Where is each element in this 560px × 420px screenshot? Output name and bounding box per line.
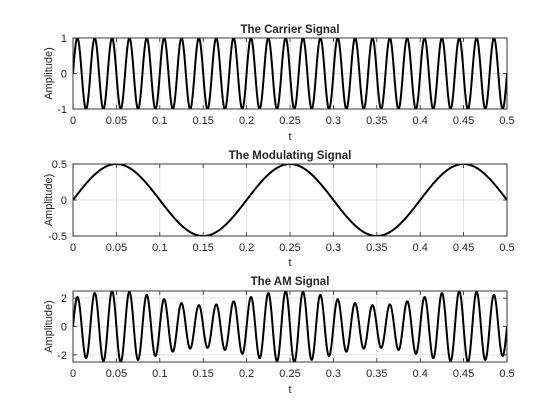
x-tick-label: 0.25 — [279, 368, 300, 380]
x-tick-label: 0.45 — [453, 115, 474, 127]
y-tick-label: 1 — [61, 33, 67, 45]
x-tick-label: 0.05 — [106, 368, 127, 380]
x-tick-label: 0.1 — [152, 115, 167, 127]
y-axis-label: Amplitude) — [43, 300, 55, 353]
x-axis-label: t — [288, 384, 291, 396]
x-tick-label: 0.05 — [106, 115, 127, 127]
y-tick-label: 0 — [61, 322, 67, 334]
signal-line — [73, 291, 507, 362]
x-tick-label: 0.3 — [326, 242, 341, 254]
subplot-1: 0 0.05 0.1 0.15 0.2 0.25 0.3 0.35 0.4 0.45 0.5-101… — [43, 24, 515, 143]
x-tick-label: 0.35 — [366, 115, 387, 127]
x-tick-label: 0.25 — [279, 115, 300, 127]
x-tick-label: 0.5 — [499, 368, 514, 380]
x-tick-label: 0 — [70, 115, 76, 127]
x-tick-label: 0 — [70, 368, 76, 380]
x-tick-label: 0.1 — [152, 242, 167, 254]
x-tick-label: 0 — [70, 242, 76, 254]
x-tick-label: 0.15 — [192, 115, 213, 127]
x-tick-label: 0.2 — [239, 368, 254, 380]
x-tick-label: 0.2 — [239, 242, 254, 254]
subplot-title: The AM Signal — [251, 276, 330, 288]
x-tick-label: 0.4 — [413, 115, 428, 127]
x-tick-label: 0.3 — [326, 368, 341, 380]
x-tick-label: 0.4 — [413, 368, 428, 380]
subplot-3: 0 0.05 0.1 0.15 0.2 0.25 0.3 0.35 0.4 0.45 0.5-202… — [43, 276, 515, 396]
x-axis-label: t — [288, 257, 291, 269]
y-tick-label: 2 — [61, 293, 67, 305]
subplot-title: The Modulating Signal — [229, 150, 352, 162]
y-tick-label: -0.5 — [48, 231, 67, 243]
x-tick-label: 0.3 — [326, 115, 341, 127]
x-tick-label: 0.15 — [192, 242, 213, 254]
y-tick-label: 0.5 — [52, 159, 67, 171]
x-tick-label: 0.45 — [453, 242, 474, 254]
x-axis-label: t — [288, 131, 291, 143]
y-tick-label: 0 — [61, 69, 67, 81]
y-axis-label: Amplitude) — [43, 174, 55, 227]
subplot-2: 0 0.05 0.1 0.15 0.2 0.25 0.3 0.35 0.4 0.45 0.5 -0.5… — [43, 150, 515, 269]
y-tick-label: -2 — [57, 350, 67, 362]
x-tick-label: 0.45 — [453, 368, 474, 380]
x-tick-label: 0.05 — [106, 242, 127, 254]
x-tick-label: 0.1 — [152, 368, 167, 380]
x-tick-label: 0.35 — [366, 368, 387, 380]
signal-line — [73, 38, 507, 109]
subplot-title: The Carrier Signal — [240, 24, 339, 36]
y-axis-label: Amplitude) — [43, 47, 55, 100]
x-tick-label: 0.2 — [239, 115, 254, 127]
signal-line — [73, 164, 507, 236]
x-tick-label: 0.5 — [499, 115, 514, 127]
x-tick-label: 0.5 — [499, 242, 514, 254]
x-tick-label: 0.35 — [366, 242, 387, 254]
x-tick-label: 0.15 — [192, 368, 213, 380]
y-tick-label: 0 — [61, 195, 67, 207]
y-tick-label: -1 — [57, 104, 67, 116]
x-tick-label: 0.4 — [413, 242, 428, 254]
x-tick-label: 0.25 — [279, 242, 300, 254]
